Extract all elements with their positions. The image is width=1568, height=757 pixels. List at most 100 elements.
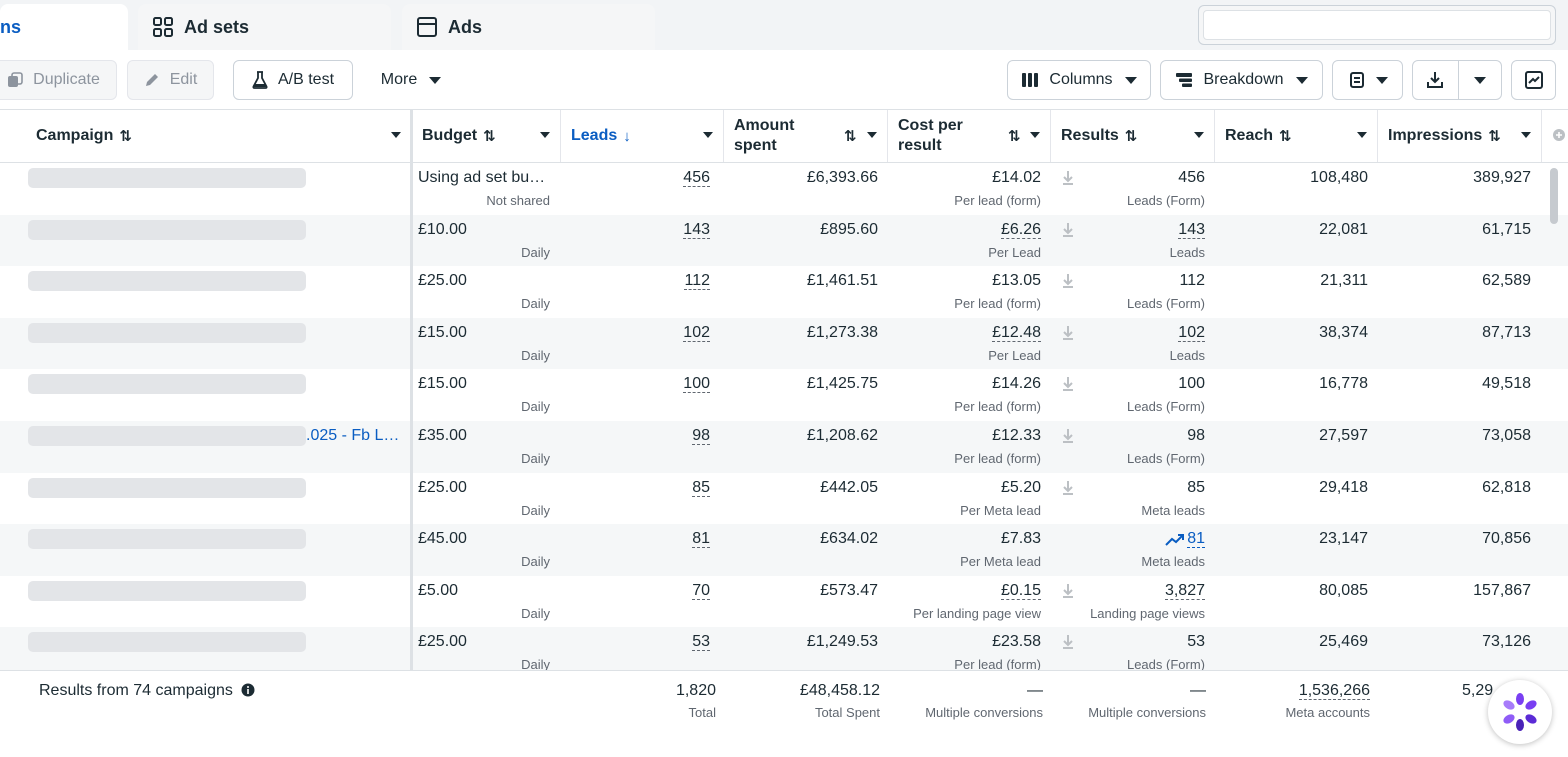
campaign-name-redacted[interactable] (28, 632, 306, 653)
column-header-campaign[interactable]: Campaign ⇅ (26, 110, 411, 162)
column-label: Campaign (36, 127, 114, 144)
table-row[interactable]: Using ad set bu… Not shared 456 £6,393.66 £1… (0, 163, 1568, 215)
edit-button[interactable]: Edit (127, 60, 214, 100)
leads-value[interactable]: 53 (692, 633, 710, 652)
leads-value[interactable]: 456 (683, 169, 710, 187)
impressions-value: 87,713 (1482, 323, 1531, 341)
campaign-name-redacted[interactable] (28, 529, 306, 550)
download-icon[interactable] (1062, 428, 1074, 444)
footer-label: Results from 74 campaigns (39, 682, 255, 700)
leads-value[interactable]: 81 (692, 530, 710, 549)
campaign-name-redacted[interactable] (28, 477, 306, 498)
budget-value: £15.00 (418, 323, 467, 341)
ad-sets-icon (153, 17, 173, 37)
chevron-down-icon[interactable] (391, 132, 401, 138)
table-row[interactable]: £25.00 Daily 85 £442.05 £5.20 Per Meta lead 85… (0, 473, 1568, 525)
column-header-cost-per-result[interactable]: Cost per result ⇅ (887, 110, 1050, 162)
vertical-scrollbar[interactable] (1550, 168, 1558, 224)
tab-campaigns[interactable]: ns (0, 4, 128, 50)
cost-per-result-value[interactable]: £12.48 (992, 323, 1041, 342)
results-value[interactable]: 3,827 (1164, 581, 1205, 600)
sort-icon[interactable]: ⇅ (1488, 128, 1501, 145)
cost-per-result-value: £14.02 (992, 169, 1041, 186)
download-icon[interactable] (1062, 480, 1074, 496)
download-icon[interactable] (1062, 583, 1074, 599)
download-icon[interactable] (1062, 273, 1074, 289)
chevron-down-icon[interactable] (703, 132, 713, 138)
sort-icon[interactable]: ⇅ (1008, 128, 1021, 145)
chevron-down-icon[interactable] (1030, 132, 1040, 138)
tab-ad-sets[interactable]: Ad sets (138, 4, 391, 50)
download-icon[interactable] (1062, 170, 1074, 186)
leads-value[interactable]: 98 (692, 427, 710, 445)
flask-icon (252, 71, 268, 89)
more-button[interactable]: More (362, 60, 460, 100)
table-row[interactable]: £15.00 Daily 102 £1,273.38 £12.48 Per Lead 102… (0, 317, 1568, 370)
campaign-name-redacted[interactable] (28, 271, 306, 292)
tab-ads[interactable]: Ads (402, 4, 655, 50)
chevron-down-icon[interactable] (1357, 132, 1367, 138)
download-icon[interactable] (1062, 325, 1074, 341)
search-input[interactable] (1203, 10, 1551, 40)
sort-icon[interactable]: ⇅ (1124, 128, 1138, 145)
sort-icon[interactable]: ⇅ (119, 128, 132, 145)
footer-reach[interactable]: 1,536,266 (1298, 682, 1370, 700)
campaign-name-redacted[interactable] (28, 374, 306, 395)
leads-value[interactable]: 100 (683, 375, 710, 394)
table-row[interactable]: £45.00 Daily 81 £634.02 £7.83 Per Meta lead 81… (0, 524, 1568, 576)
cost-per-result-value[interactable]: £0.15 (1000, 581, 1041, 600)
columns-button[interactable]: Columns (1007, 60, 1151, 100)
budget-value: £25.00 (418, 478, 467, 496)
campaign-name-redacted[interactable] (28, 322, 306, 343)
export-button[interactable] (1412, 60, 1502, 100)
sort-descending-icon[interactable]: ↓ (623, 127, 631, 145)
sort-icon[interactable]: ⇅ (1279, 128, 1292, 145)
column-header-impressions[interactable]: Impressions ⇅ (1377, 110, 1541, 162)
leads-value[interactable]: 112 (684, 272, 710, 291)
column-header-amount-spent[interactable]: Amount spent ⇅ (723, 110, 887, 162)
campaign-name-redacted[interactable] (28, 168, 306, 188)
sort-icon[interactable]: ⇅ (844, 128, 857, 145)
results-value[interactable]: 81 (1187, 530, 1205, 549)
info-icon[interactable] (241, 683, 255, 697)
results-value[interactable]: 102 (1178, 323, 1205, 342)
leads-value[interactable]: 143 (683, 220, 710, 239)
table-row[interactable]: £5.00 Daily 70 £573.47 £0.15 Per landing page… (0, 576, 1568, 628)
table-row[interactable]: £10.00 Daily 143 £895.60 £6.26 Per Lead 143 Lea… (0, 214, 1568, 267)
leads-value[interactable]: 102 (683, 323, 710, 342)
table-row[interactable]: .025 - Fb L… £35.00 Daily 98 £1,208.62 £12.33… (0, 421, 1568, 473)
chart-toggle-button[interactable] (1511, 60, 1556, 100)
ab-test-button[interactable]: A/B test (233, 60, 353, 100)
table-row[interactable]: £15.00 Daily 100 £1,425.75 £14.26 Per lead (f… (0, 369, 1568, 421)
campaign-name-redacted[interactable] (28, 426, 306, 446)
leads-value[interactable]: 85 (692, 478, 710, 497)
results-value[interactable]: 143 (1178, 220, 1205, 239)
duplicate-button[interactable]: Duplicate (0, 60, 117, 100)
chevron-down-icon[interactable] (1194, 132, 1204, 138)
add-column-icon[interactable] (1552, 128, 1566, 142)
column-header-reach[interactable]: Reach ⇅ (1214, 110, 1377, 162)
download-icon[interactable] (1062, 376, 1074, 392)
chevron-down-icon[interactable] (867, 132, 877, 138)
cost-per-result-type: Per Meta lead (960, 502, 1041, 518)
sort-icon[interactable]: ⇅ (483, 128, 496, 145)
download-icon[interactable] (1062, 222, 1074, 238)
cost-per-result-value[interactable]: £6.26 (1000, 220, 1041, 239)
column-header-budget[interactable]: Budget ⇅ (411, 110, 560, 162)
column-header-leads[interactable]: Leads ↓ (560, 110, 723, 162)
results-type: Leads (Form) (1126, 296, 1205, 312)
chevron-down-icon[interactable] (1474, 77, 1486, 84)
download-icon[interactable] (1062, 634, 1074, 650)
reports-button[interactable] (1332, 60, 1403, 100)
campaign-name-redacted[interactable] (28, 219, 306, 240)
breakdown-button[interactable]: Breakdown (1160, 60, 1323, 100)
leads-value[interactable]: 70 (692, 581, 710, 600)
campaign-name-redacted[interactable] (28, 580, 306, 601)
assistant-button[interactable] (1488, 680, 1552, 744)
chart-icon (1524, 71, 1543, 89)
table-row[interactable]: £25.00 Daily 112 £1,461.51 £13.05 Per lead (f… (0, 266, 1568, 318)
chevron-down-icon[interactable] (1521, 132, 1531, 138)
chevron-down-icon[interactable] (540, 132, 550, 138)
campaign-name-link[interactable]: .025 - Fb L… (306, 427, 400, 444)
column-header-results[interactable]: Results ⇅ (1050, 110, 1214, 162)
